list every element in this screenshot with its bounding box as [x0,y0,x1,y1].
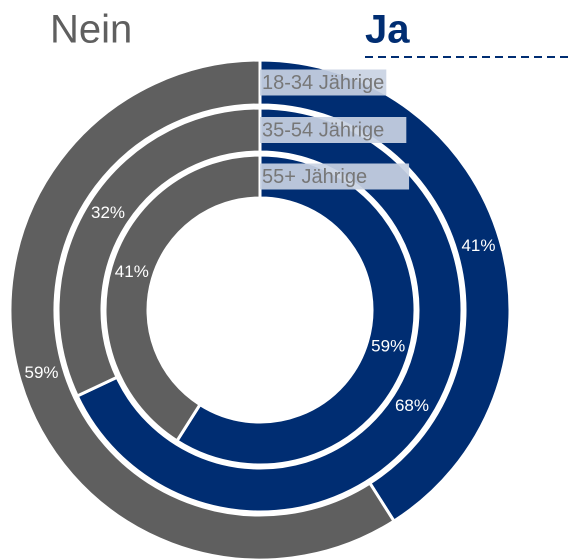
ring-segment [75,106,464,514]
ring-segment [103,153,262,443]
value-label: 68% [395,396,429,415]
ring-label-bg [260,163,410,190]
ring-segment [56,106,262,399]
ring-label-bg [260,117,407,143]
legend-nein: Nein [50,8,132,52]
ring-label: 35-54 Jährige [262,119,384,141]
ring-segment [8,58,397,560]
ring-label: 18-34 Jährige [262,72,384,94]
ring-segment [174,153,417,467]
value-label: 32% [91,203,125,222]
value-label: 59% [25,363,59,382]
ring-label-bg [260,69,387,96]
value-label: 59% [371,337,405,356]
ring-label: 55+ Jährige [262,166,367,188]
value-label: 41% [115,262,149,281]
legend-ja: Ja [365,8,410,52]
value-label: 41% [461,236,495,255]
